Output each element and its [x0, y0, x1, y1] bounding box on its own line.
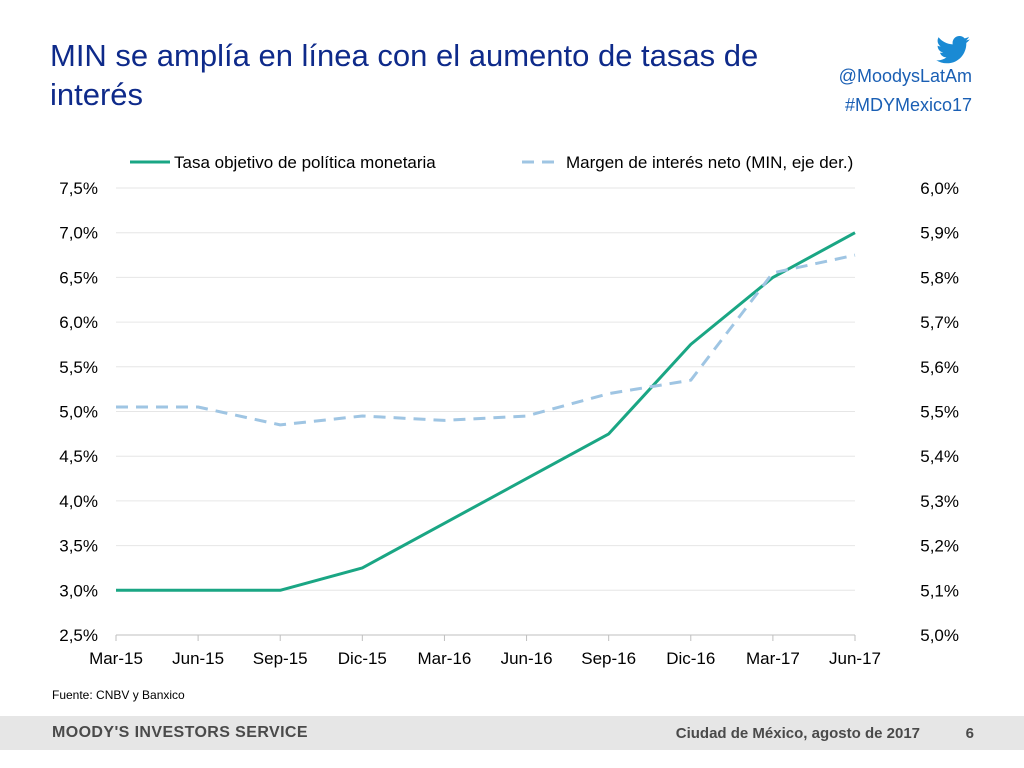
legend-label: Margen de interés neto (MIN, eje der.): [566, 153, 853, 172]
y-left-tick-label: 7,5%: [59, 179, 98, 198]
y-left-tick-label: 5,0%: [59, 403, 98, 422]
y-right-tick-label: 5,4%: [920, 447, 959, 466]
x-tick-label: Sep-15: [253, 649, 308, 668]
x-tick-label: Jun-16: [501, 649, 553, 668]
y-left-tick-label: 3,0%: [59, 581, 98, 600]
chart-container: 7,5% 6,0% 7,0% 5,9% 6,5% 5,8% 6,0% 5,7% 5,5% 5,6%…: [0, 140, 1024, 680]
y-left-tick-label: 5,5%: [59, 358, 98, 377]
event-hashtag: #MDYMexico17: [844, 95, 972, 115]
line-chart: 7,5% 6,0% 7,0% 5,9% 6,5% 5,8% 6,0% 5,7% 5,5% 5,6%…: [59, 153, 959, 668]
y-left-tick-label: 3,5%: [59, 537, 98, 556]
x-tick-label: Mar-17: [746, 649, 800, 668]
x-tick-label: Sep-16: [581, 649, 636, 668]
y-right-tick-label: 5,9%: [920, 224, 959, 243]
x-tick-label: Mar-15: [89, 649, 143, 668]
footer-place-date: Ciudad de México, agosto de 2017: [675, 725, 920, 742]
series-line-policy-rate: [116, 231, 856, 592]
page-number: 6: [965, 725, 974, 742]
y-right-tick-label: 5,3%: [920, 492, 959, 511]
y-right-tick-label: 5,2%: [920, 537, 959, 556]
y-left-tick-label: 4,0%: [59, 492, 98, 511]
x-tick-label: Jun-17: [829, 649, 881, 668]
footer-brand: MOODY'S INVESTORS SERVICE: [52, 724, 308, 741]
x-tick-label: Mar-16: [418, 649, 472, 668]
y-right-tick-label: 5,8%: [920, 268, 959, 287]
y-left-tick-label: 4,5%: [59, 447, 98, 466]
twitter-bird-icon: [936, 36, 970, 64]
series-line-nim: [116, 253, 856, 427]
y-left-tick-label: 7,0%: [59, 224, 98, 243]
x-tick-label: Jun-15: [172, 649, 224, 668]
x-tick-label: Dic-15: [338, 649, 387, 668]
twitter-handle: @MoodysLatAm: [838, 66, 972, 86]
source-note: Fuente: CNBV y Banxico: [52, 688, 185, 702]
y-right-tick-label: 5,6%: [920, 358, 959, 377]
footer-bar: MOODY'S INVESTORS SERVICE Ciudad de Méxi…: [0, 716, 1024, 750]
y-right-tick-label: 5,7%: [920, 313, 959, 332]
y-right-tick-label: 5,1%: [920, 581, 959, 600]
y-right-tick-label: 5,5%: [920, 403, 959, 422]
x-tick-label: Dic-16: [666, 649, 715, 668]
y-left-tick-label: 6,0%: [59, 313, 98, 332]
y-right-tick-label: 5,0%: [920, 626, 959, 645]
legend-label: Tasa objetivo de política monetaria: [174, 153, 436, 172]
y-left-tick-label: 2,5%: [59, 626, 98, 645]
y-left-tick-label: 6,5%: [59, 268, 98, 287]
slide-title: MIN se amplía en línea con el aumento de…: [50, 38, 759, 112]
y-right-tick-label: 6,0%: [920, 179, 959, 198]
